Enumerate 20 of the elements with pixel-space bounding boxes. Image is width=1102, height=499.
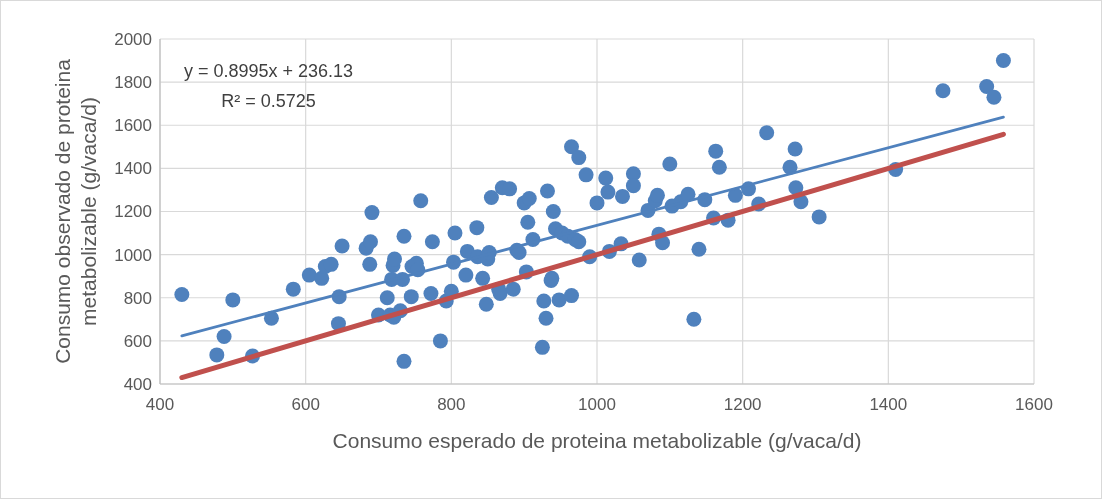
annotation: R² = 0.5725 [221,90,316,111]
y-tick-label: 1000 [114,245,152,265]
y-tick-label: 800 [123,288,152,308]
x-tick-label: 1200 [723,395,762,414]
y-tick-label: 1800 [114,73,152,93]
x-tick-label: 800 [437,395,466,414]
y-tick-label: 600 [123,331,152,351]
x-axis-title: Consumo esperado de proteina metabolizable (g/vaca/d) [332,429,862,452]
x-tick-label: 1000 [578,395,616,414]
x-tick-label: 1400 [869,395,908,414]
y-tick-label: 1600 [114,116,152,136]
annotation: y = 0.8995x + 236.13 [183,60,354,81]
x-tick-label: 600 [291,395,320,414]
y-tick-label: 1400 [114,159,152,179]
x-tick-label: 400 [145,395,175,414]
x-tick-label: 1600 [1015,395,1053,414]
y-tick-label: 400 [123,374,152,394]
y-axis-title: Consumo observado de proteina metabolizable (g/vaca/d) [51,58,100,364]
y-tick-label: 1200 [114,202,152,222]
y-tick-label: 2000 [114,29,152,49]
